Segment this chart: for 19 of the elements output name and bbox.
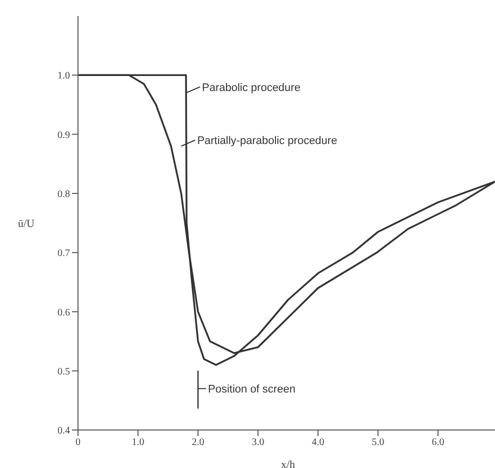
- y-tick-label: 0.5: [58, 366, 70, 378]
- x-tick-label: 1.0: [132, 437, 144, 448]
- y-tick-label: 0.7: [58, 248, 70, 260]
- y-tick-label: 0.6: [58, 307, 70, 318]
- y-tick-label: 0.8: [58, 188, 70, 200]
- y-axis-title: ū/U: [18, 218, 35, 230]
- y-tick-label: 0.9: [58, 130, 70, 141]
- x-tick-label: 0: [76, 437, 80, 448]
- y-tick-label: 0.4: [58, 426, 70, 437]
- annotation: Partially-parabolic procedure: [197, 135, 338, 148]
- y-tick-label: 1.0: [58, 70, 70, 82]
- x-tick-label: 4.0: [312, 437, 324, 448]
- x-tick-label: 5.0: [372, 437, 384, 448]
- x-tick-label: 3.0: [252, 437, 264, 448]
- annotation: Parabolic procedure: [202, 82, 300, 94]
- x-tick-label: 6.0: [432, 437, 444, 448]
- annotation: Position of screen: [208, 384, 296, 396]
- x-tick-label: 2.0: [192, 437, 204, 448]
- x-axis-title: x/h: [280, 459, 296, 468]
